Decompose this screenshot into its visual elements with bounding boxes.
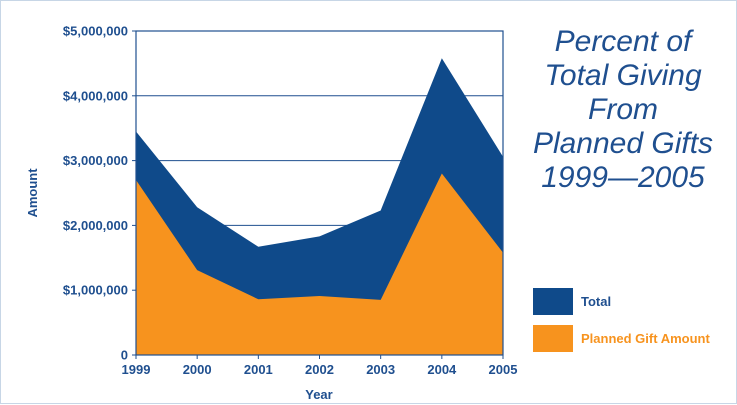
x-tick-label: 2004 <box>427 362 457 377</box>
legend-swatch <box>533 325 573 352</box>
y-tick-label: $3,000,000 <box>63 153 128 168</box>
y-tick-label: 0 <box>121 348 128 363</box>
x-tick-label: 2005 <box>489 362 518 377</box>
chart-title-line: Total Giving <box>544 59 702 92</box>
chart-title-line: 1999—2005 <box>541 161 705 194</box>
y-tick-label: $5,000,000 <box>63 24 128 39</box>
x-tick-label: 1999 <box>122 362 151 377</box>
legend-label: Planned Gift Amount <box>581 331 710 346</box>
legend-label: Total <box>581 294 611 309</box>
x-tick-label: 2000 <box>183 362 212 377</box>
x-tick-label: 2002 <box>305 362 334 377</box>
legend-swatch <box>533 288 573 315</box>
y-axis-title: Amount <box>25 168 40 218</box>
x-axis-title: Year <box>305 387 332 402</box>
x-tick-label: 2003 <box>366 362 395 377</box>
series-area-planned-gift-amount <box>136 173 503 355</box>
series-areas <box>136 58 503 355</box>
chart-title-line: Planned Gifts <box>533 127 713 160</box>
legend: Total Planned Gift Amount <box>533 288 710 352</box>
y-tick-label: $1,000,000 <box>63 283 128 298</box>
chart-title-line: Percent of <box>555 25 694 58</box>
chart-title-line: From <box>588 93 658 126</box>
x-tick-labels: 1999 2000 2001 2002 2003 2004 2005 <box>122 355 518 377</box>
x-tick-label: 2001 <box>244 362 273 377</box>
y-tick-labels: 0 $1,000,000 $2,000,000 $3,000,000 $4,000,00… <box>63 24 136 363</box>
y-tick-label: $2,000,000 <box>63 218 128 233</box>
y-tick-label: $4,000,000 <box>63 88 128 103</box>
